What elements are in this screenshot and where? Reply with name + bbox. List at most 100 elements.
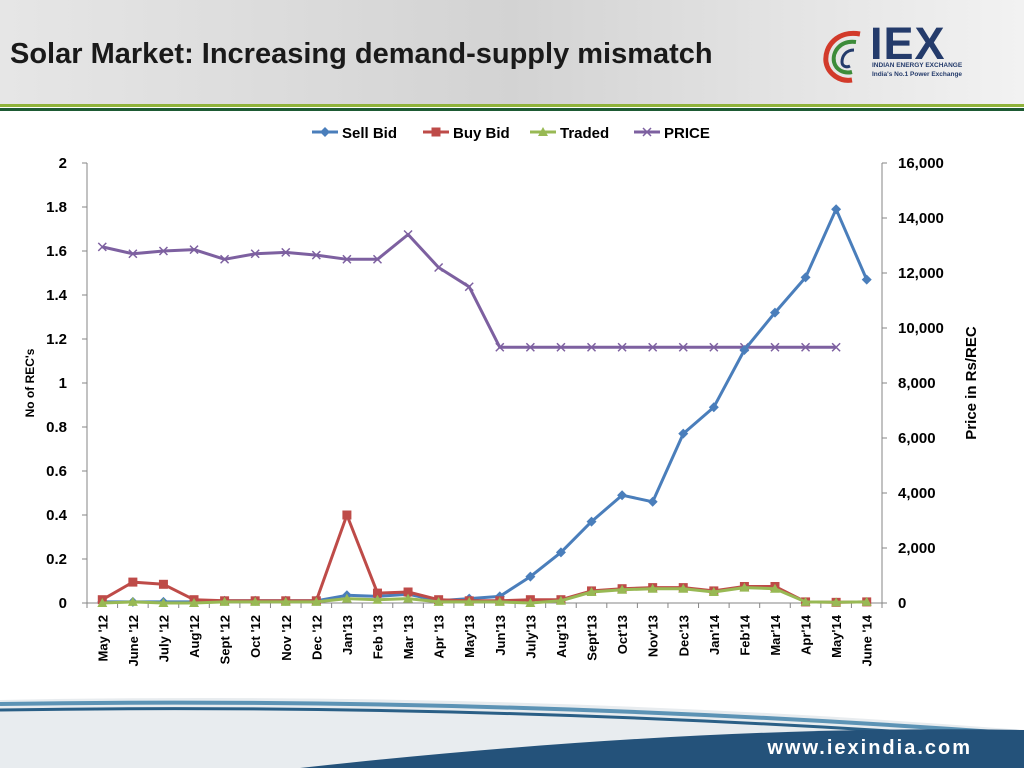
x-tick-label: Nov'13 [646,615,661,657]
point-buy-bid [372,588,382,598]
point-price [464,282,474,292]
page-title: Solar Market: Increasing demand-supply m… [10,38,713,70]
legend-label-sell-bid: Sell Bid [342,125,397,142]
point-sell-bid [800,272,811,283]
y-tick-label-left: 1.8 [46,199,67,216]
footer-banner: www.iexindia.com [0,690,1024,768]
x-tick-label: Jan'13 [340,615,355,655]
point-traded [189,598,200,607]
y-tick-label-left: 0.4 [46,507,68,524]
y-tick-label-left: 1 [59,375,67,392]
header-banner: Solar Market: Increasing demand-supply m… [0,0,1024,104]
legend-marker-traded [538,127,548,136]
point-traded [433,596,444,606]
x-tick-label: May'14 [829,614,844,658]
point-traded [97,598,108,607]
series-line-sell-bid [102,207,869,604]
point-price [556,342,566,352]
point-traded [158,598,169,607]
point-traded [311,596,322,606]
header-divider-dark [0,108,1024,111]
point-price [128,249,138,259]
y-tick-label-right: 4,000 [898,485,936,502]
y-tick-label-right: 12,000 [898,265,944,282]
point-price [586,342,597,352]
y-axis-title-right: Price in Rs/REC [963,326,980,440]
point-price [678,342,688,352]
rec-line-chart: 0 0.2 0.4 0.6 0.8 1 1.2 1.4 1.6 1.8 2 0 2,000 4,000 6,… [23,125,980,667]
logo-swirl-icon [823,30,861,83]
x-tick-label: Feb'14 [737,614,752,655]
y-tick-label-right: 16,000 [898,155,944,172]
x-tick-label: Oct '12 [248,615,263,658]
point-traded [219,596,230,606]
point-sell-bid [831,204,842,215]
logo-tagline: India's No.1 Power Exchange [872,71,963,78]
legend-label-price: PRICE [664,125,710,142]
series-line-price [101,233,837,349]
point-traded [831,597,842,607]
point-traded [250,596,261,606]
point-sell-bid [769,307,780,318]
y-tick-label-right: 6,000 [898,430,936,447]
y-tick-label-left: 0.8 [46,419,67,436]
point-price [342,254,352,264]
x-tick-label: June '14 [860,614,875,666]
point-traded [586,587,597,596]
y-tick-label-left: 0.2 [46,551,67,568]
point-sell-bid [586,516,597,527]
x-tick-label: May '12 [95,615,110,661]
legend-label-buy-bid: Buy Bid [453,125,510,142]
x-tick-label: Oct'13 [615,615,630,654]
x-tick-label: Sept '12 [218,615,233,664]
point-traded [708,587,719,596]
x-tick-label: May'13 [462,615,477,658]
point-sell-bid [525,571,536,582]
y-tick-label-left: 0 [59,595,67,612]
y-tick-label-left: 1.6 [46,243,67,260]
point-traded [647,583,658,593]
logo-wordmark: IEX [870,18,946,69]
iex-logo: IEX INDIAN ENERGY EXCHANGE India's No.1 … [820,18,980,88]
y-tick-label-left: 1.4 [46,287,68,304]
point-sell-bid [708,402,719,413]
x-tick-label: Dec'13 [676,615,691,656]
x-tick-label: Feb '13 [370,615,385,659]
point-traded [127,596,138,606]
x-tick-label: Mar'14 [768,614,783,655]
point-traded [280,596,291,606]
point-sell-bid [739,345,750,355]
point-price [403,229,413,240]
x-tick-label: June '12 [126,615,141,667]
point-traded [739,582,750,592]
logo-subtitle: INDIAN ENERGY EXCHANGE [872,62,963,69]
point-sell-bid [555,547,566,558]
point-buy-bid [128,577,138,587]
y-axis-title-left: No of REC's [23,348,37,417]
point-traded [800,596,811,606]
legend-marker-price [642,127,652,137]
point-price [97,242,107,252]
footer-url[interactable]: www.iexindia.com [767,737,972,759]
y-tick-label-right: 0 [898,595,906,612]
y-tick-label-left: 2 [59,155,67,172]
y-tick-label-right: 8,000 [898,375,936,392]
x-tick-label: Dec '12 [309,615,324,660]
point-buy-bid [158,579,168,589]
y-tick-label-left: 1.2 [46,331,67,348]
point-price [525,342,535,352]
point-price [831,342,841,352]
y-tick-label-right: 14,000 [898,210,944,227]
point-price [434,262,444,273]
point-sell-bid [861,274,872,285]
point-buy-bid [342,510,352,520]
point-buy-bid [403,587,413,597]
y-tick-label-right: 10,000 [898,320,944,337]
legend-marker-sell-bid [320,127,330,137]
x-tick-label: Aug'12 [187,615,202,658]
y-tick-label-left: 0.6 [46,463,67,480]
x-tick-label: Jan'14 [707,614,722,655]
point-traded [494,596,505,606]
series-line-traded [102,586,867,605]
point-sell-bid [647,496,658,507]
